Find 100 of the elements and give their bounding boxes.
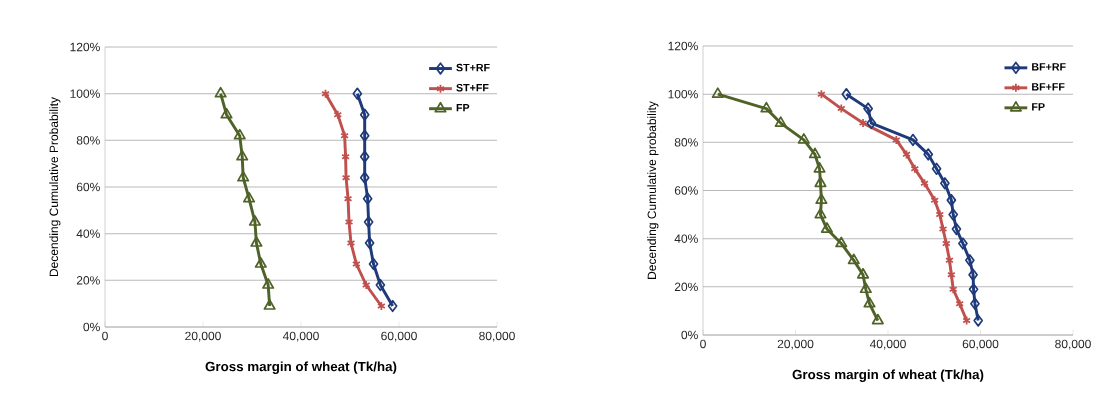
point xyxy=(220,107,233,119)
point xyxy=(841,87,852,101)
point xyxy=(973,314,984,327)
point xyxy=(863,102,873,115)
point xyxy=(813,161,826,173)
point xyxy=(902,149,911,160)
point xyxy=(359,150,370,163)
point xyxy=(340,130,349,141)
point xyxy=(387,299,398,313)
y-tick-label: 120% xyxy=(668,41,698,51)
point xyxy=(248,215,262,226)
x-axis-title: Gross margin of wheat (Tk/ha) xyxy=(205,361,397,374)
point xyxy=(920,178,929,189)
point xyxy=(948,208,959,221)
point xyxy=(958,237,968,250)
x-tick-label: 0 xyxy=(700,339,706,349)
point xyxy=(262,278,275,289)
legend-label: FP xyxy=(1032,103,1045,111)
point xyxy=(815,193,828,205)
point xyxy=(940,177,950,190)
x-tick-label: 40,000 xyxy=(869,339,906,350)
x-tick-label: 20,000 xyxy=(777,339,814,350)
y-tick-label: 40% xyxy=(674,234,698,243)
point xyxy=(820,222,834,233)
x-tick-label: 80,000 xyxy=(1055,339,1091,350)
point xyxy=(254,257,267,268)
point xyxy=(797,133,810,144)
point xyxy=(352,87,363,100)
point xyxy=(908,133,918,147)
point xyxy=(237,170,250,182)
point xyxy=(836,103,846,114)
legend-label: ST+RF xyxy=(456,63,490,72)
legend-label: FP xyxy=(456,104,470,112)
point xyxy=(871,313,884,325)
point xyxy=(363,215,374,229)
point xyxy=(321,88,330,99)
point xyxy=(941,238,951,249)
point xyxy=(931,162,942,176)
point xyxy=(233,128,246,140)
point xyxy=(859,282,872,294)
point xyxy=(359,129,370,142)
point xyxy=(951,222,962,236)
point xyxy=(863,296,876,308)
point xyxy=(817,89,826,100)
point xyxy=(808,147,821,159)
point xyxy=(333,109,343,120)
point xyxy=(970,297,980,310)
x-tick-label: 0 xyxy=(102,331,108,341)
point xyxy=(359,171,370,184)
point xyxy=(835,236,848,248)
y-tick-label: 20% xyxy=(76,276,100,285)
x-tick-label: 60,000 xyxy=(962,339,999,350)
point xyxy=(760,101,773,113)
point xyxy=(375,278,386,292)
point xyxy=(866,116,877,130)
y-tick-label: 20% xyxy=(674,282,698,292)
point xyxy=(243,191,256,203)
point xyxy=(814,176,827,188)
point xyxy=(250,236,263,247)
point xyxy=(711,87,724,99)
y-tick-label: 40% xyxy=(76,229,100,238)
point xyxy=(946,193,957,207)
y-tick-label: 100% xyxy=(668,89,698,99)
y-tick-label: 0% xyxy=(83,322,100,332)
point xyxy=(774,116,787,127)
point xyxy=(968,268,978,281)
legend-label: BF+FF xyxy=(1032,83,1065,91)
point xyxy=(955,298,965,309)
point xyxy=(236,149,249,161)
point xyxy=(364,236,375,250)
y-tick-label: 80% xyxy=(76,136,100,145)
legend-label: ST+FF xyxy=(456,83,489,92)
point xyxy=(910,163,920,174)
point xyxy=(377,301,386,311)
y-tick-label: 0% xyxy=(681,330,698,340)
y-tick-label: 60% xyxy=(76,182,100,192)
point xyxy=(930,195,940,205)
y-tick-label: 80% xyxy=(674,138,698,147)
point xyxy=(858,118,868,128)
legend-label: BF+RF xyxy=(1032,63,1066,71)
y-tick-label: 120% xyxy=(70,42,100,52)
point xyxy=(964,254,975,267)
x-tick-label: 40,000 xyxy=(282,331,319,342)
x-tick-label: 80,000 xyxy=(479,331,515,342)
y-axis-title: Decending Cumulative Probability xyxy=(49,97,61,277)
point xyxy=(947,269,956,280)
x-axis-title: Gross margin of wheat (Tk/ha) xyxy=(792,369,984,382)
point xyxy=(847,253,860,265)
y-tick-label: 60% xyxy=(674,186,698,195)
point xyxy=(948,284,958,295)
x-tick-label: 20,000 xyxy=(185,331,221,342)
point xyxy=(361,280,371,290)
y-axis-title: Decending Cumulative probability xyxy=(647,101,659,279)
point xyxy=(935,209,945,220)
y-tick-label: 100% xyxy=(70,89,100,98)
point xyxy=(938,224,948,234)
point xyxy=(923,148,934,161)
point xyxy=(359,108,370,121)
point xyxy=(962,315,971,326)
point xyxy=(214,86,227,98)
